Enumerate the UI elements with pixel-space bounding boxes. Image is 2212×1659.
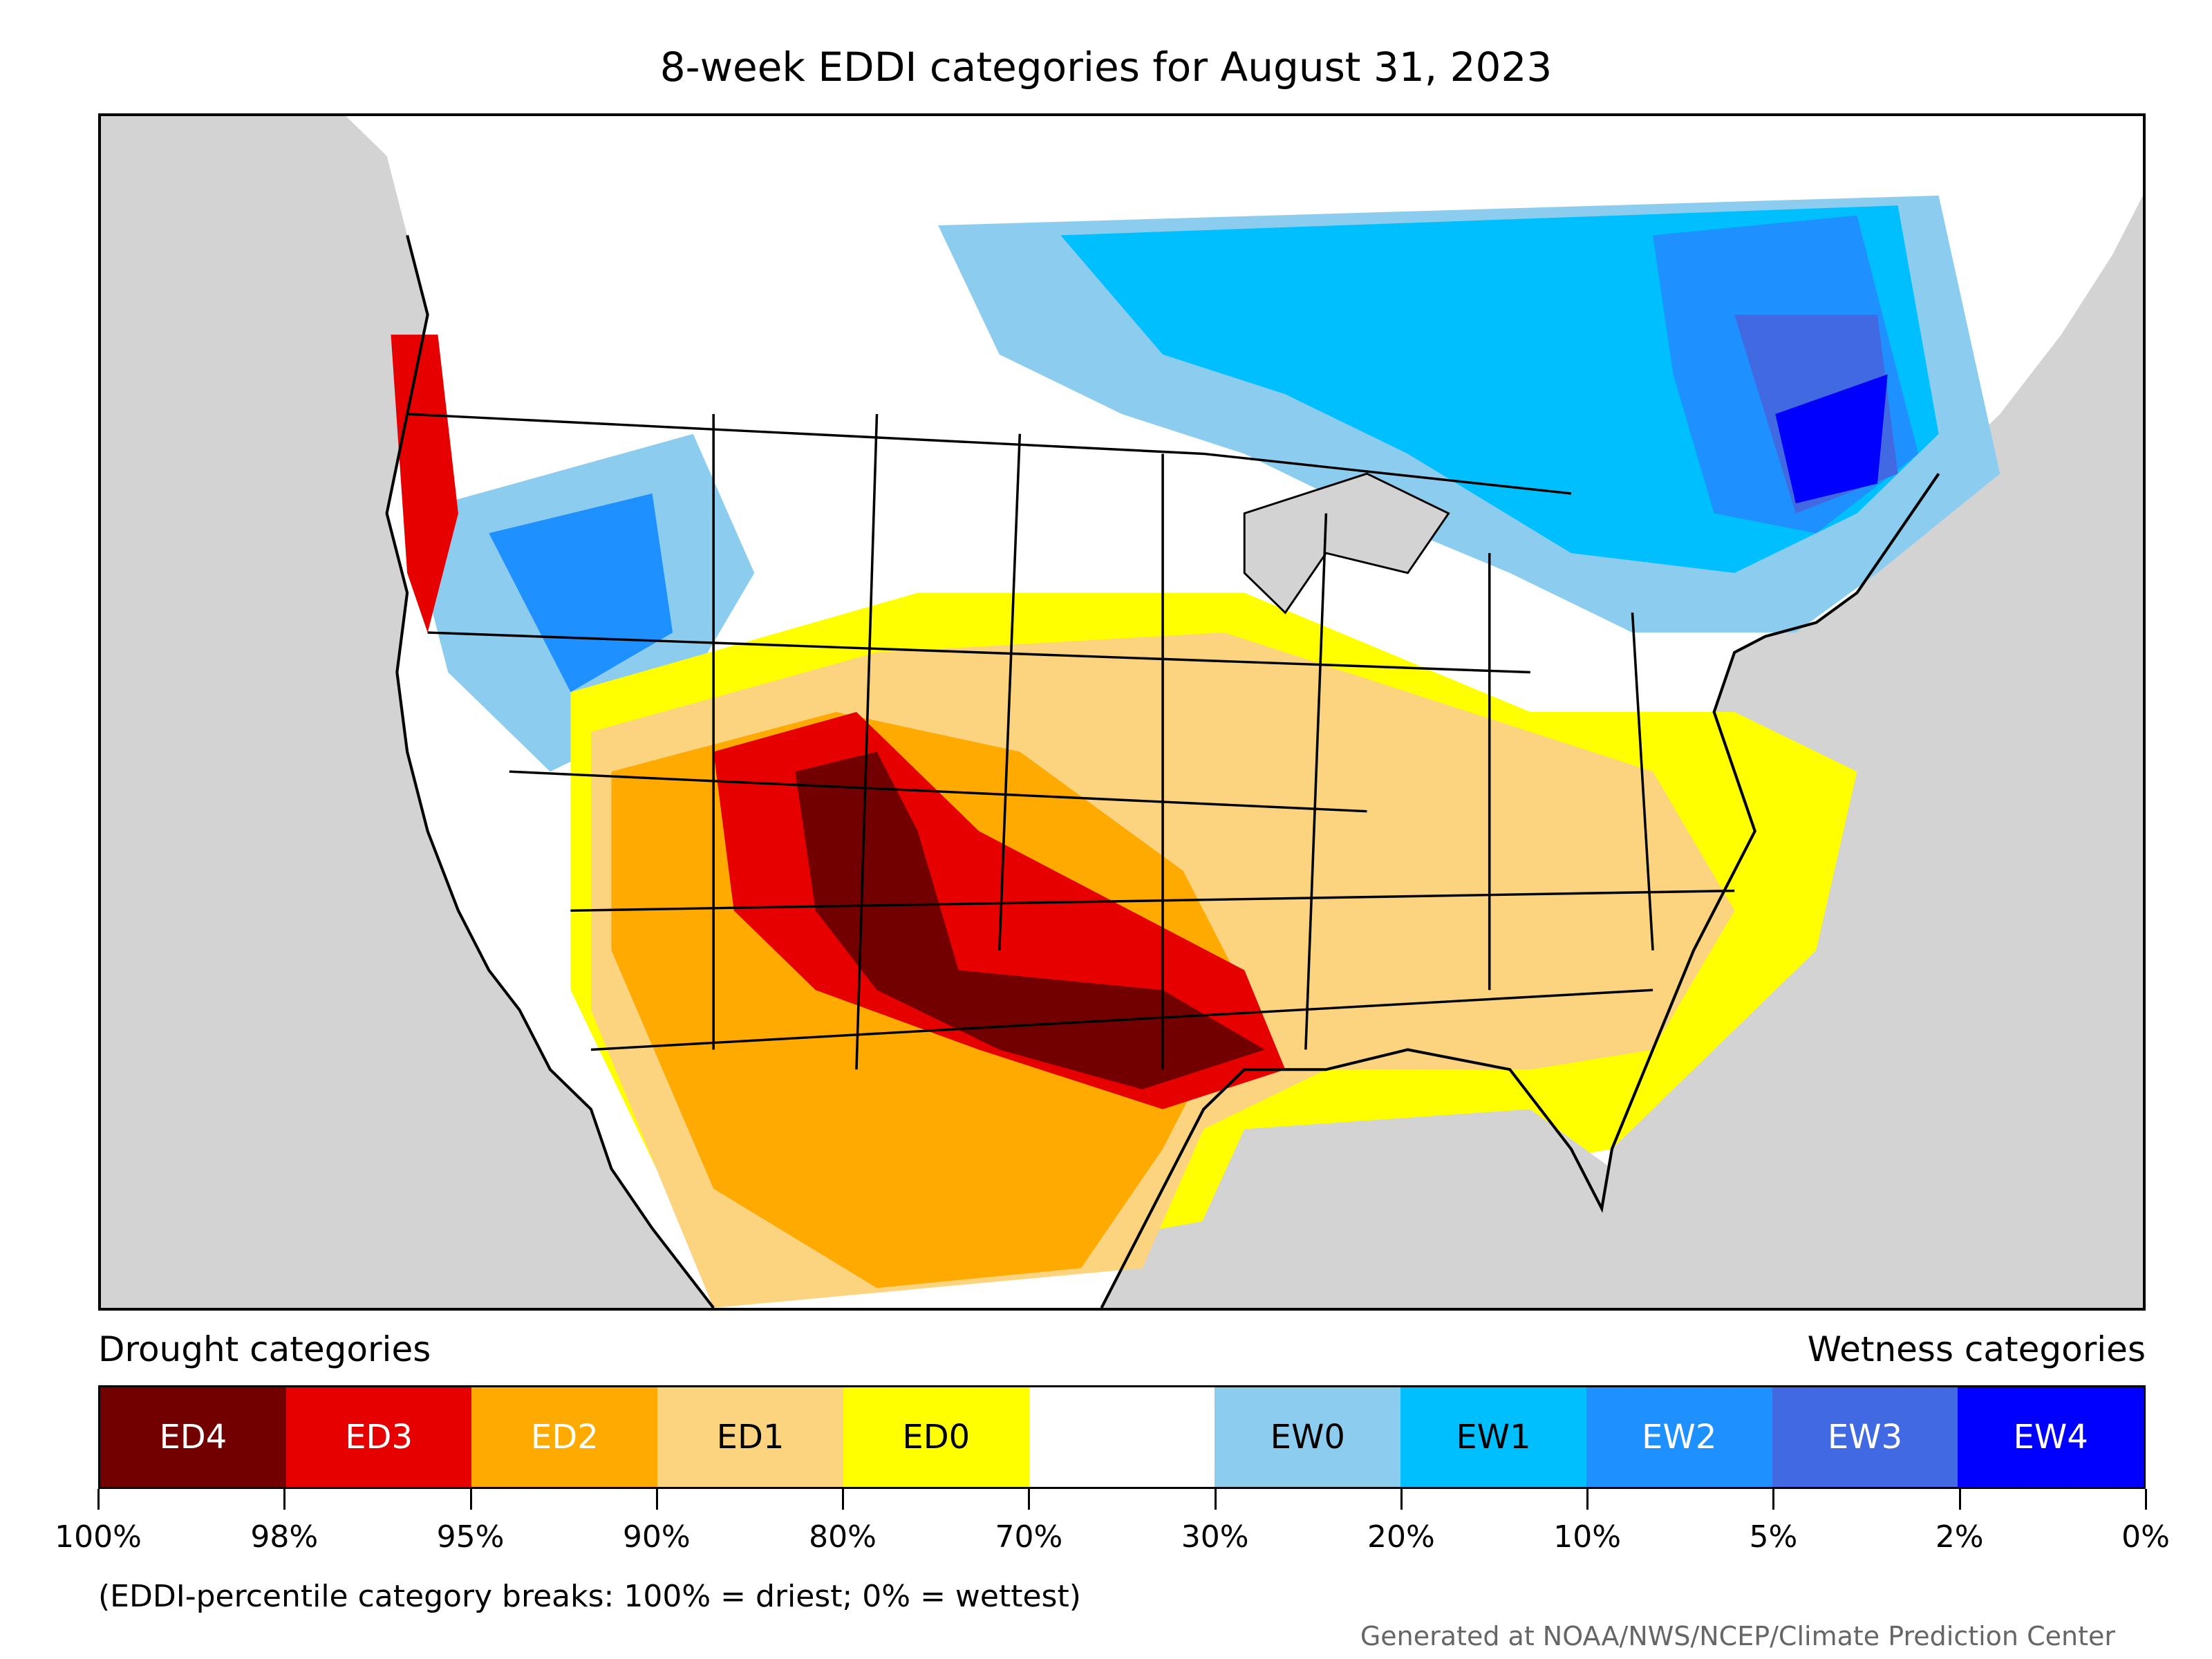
wetness-categories-heading: Wetness categories (1807, 1329, 2146, 1369)
state-borders (407, 413, 1735, 1070)
legend-swatch-label: ED3 (345, 1418, 413, 1456)
drought-categories-heading: Drought categories (98, 1329, 431, 1369)
break-tick-label: 70% (995, 1519, 1063, 1555)
break-tick (655, 1489, 658, 1510)
break-tick (283, 1489, 286, 1510)
break-tick-label: 0% (2121, 1519, 2170, 1555)
break-tick-label: 10% (1553, 1519, 1622, 1555)
wet-region-ew4 (1775, 374, 1888, 504)
legend-swatch-label: ED1 (716, 1418, 785, 1456)
wet-region-nw-ew2 (489, 493, 673, 693)
credit-text: Generated at NOAA/NWS/NCEP/Climate Predi… (1360, 1621, 2115, 1651)
break-tick-label: 2% (1935, 1519, 1984, 1555)
legend-swatch-label: EW1 (1456, 1418, 1531, 1456)
legend-swatch: EW2 (1586, 1387, 1772, 1487)
legend-swatch-label: EW3 (1827, 1418, 1903, 1456)
legend-swatch: EW0 (1215, 1387, 1401, 1487)
legend-swatch-label: ED0 (902, 1418, 971, 1456)
legend-swatch: ED2 (471, 1387, 658, 1487)
legend-swatch (1029, 1387, 1215, 1487)
break-tick-label: 95% (436, 1519, 505, 1555)
legend-swatch: ED1 (657, 1387, 843, 1487)
break-tick (2145, 1489, 2147, 1510)
break-tick-label: 80% (809, 1519, 877, 1555)
category-colorbar: ED4 ED3 ED2 ED1 ED0 EW0 EW1 EW2 EW3 EW4 (98, 1385, 2146, 1489)
break-tick (1028, 1489, 1031, 1510)
drought-region-ed4 (795, 751, 1265, 1089)
break-tick (1958, 1489, 1961, 1510)
legend-swatch-label: EW2 (1642, 1418, 1717, 1456)
break-tick (842, 1489, 845, 1510)
break-tick-label: 5% (1749, 1519, 1798, 1555)
break-tick-label: 100% (55, 1519, 142, 1555)
break-tick (1586, 1489, 1589, 1510)
break-tick-label: 30% (1181, 1519, 1249, 1555)
legend-swatch: ED4 (100, 1387, 286, 1487)
break-tick (1772, 1489, 1775, 1510)
break-tick (1214, 1489, 1217, 1510)
break-tick-label: 90% (622, 1519, 691, 1555)
break-tick (469, 1489, 472, 1510)
legend-swatch: EW3 (1772, 1387, 1958, 1487)
legend-swatch-label: ED2 (530, 1418, 599, 1456)
legend-swatch: EW1 (1400, 1387, 1586, 1487)
break-tick (97, 1489, 100, 1510)
category-break-ticks: 100% 98% 95% 90% 80% 70% 30% 20% 10% 5% 2% 0% (55, 1489, 2170, 1555)
break-tick (1400, 1489, 1403, 1510)
legend-swatch: ED0 (843, 1387, 1029, 1487)
break-tick-label: 20% (1367, 1519, 1435, 1555)
eddi-map (98, 113, 2146, 1311)
gulf-of-mexico (1163, 1109, 1653, 1308)
legend-swatch-label: EW4 (2013, 1418, 2088, 1456)
coastline (385, 234, 1940, 1308)
legend-swatch: ED3 (285, 1387, 472, 1487)
breaks-note: (EDDI-percentile category breaks: 100% =… (98, 1579, 1081, 1614)
break-tick-label: 98% (250, 1519, 319, 1555)
legend-swatch-label: ED4 (159, 1418, 227, 1456)
legend-swatch-label: EW0 (1270, 1418, 1345, 1456)
page-title: 8-week EDDI categories for August 31, 20… (659, 44, 1553, 91)
legend-swatch: EW4 (1958, 1387, 2144, 1487)
conus-map-svg (346, 116, 2143, 1308)
great-lakes (1243, 472, 1450, 615)
